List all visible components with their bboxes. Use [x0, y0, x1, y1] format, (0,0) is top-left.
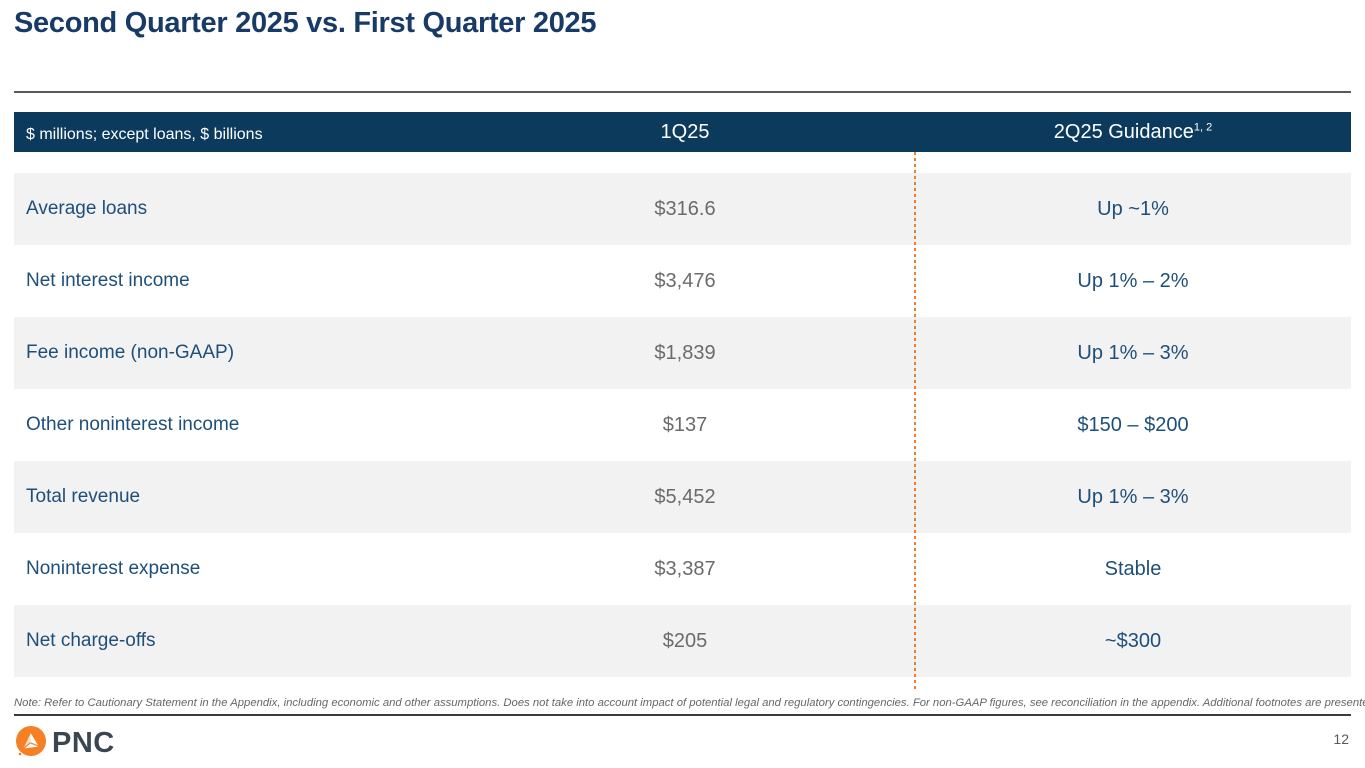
- footnote-text: Note: Refer to Cautionary Statement in t…: [14, 697, 1365, 709]
- row-guidance-value: Stable: [1104, 557, 1162, 580]
- row-guidance-value: Up ~1%: [1097, 197, 1169, 220]
- table-row-net-interest-income: Net interest income $3,476 Up 1% – 2%: [14, 245, 1351, 317]
- row-guidance-value: Up 1% – 3%: [1077, 341, 1189, 364]
- row-label: Average loans: [26, 198, 148, 219]
- table-header-2q25-guidance-text: 2Q25 Guidance: [1053, 120, 1194, 143]
- title-divider-line: [14, 91, 1351, 93]
- row-guidance-value: ~$300: [1104, 629, 1162, 652]
- row-1q25-value: $205: [662, 629, 708, 652]
- row-guidance-value: Up 1% – 3%: [1077, 485, 1189, 508]
- header-row-gap: [14, 152, 1351, 173]
- page-number: 12: [1333, 731, 1349, 747]
- guidance-table: $ millions; except loans, $ billions 1Q2…: [14, 112, 1351, 677]
- table-header-1q25: 1Q25: [660, 120, 710, 143]
- table-header-2q25-guidance: 2Q25 Guidance1, 2: [915, 121, 1351, 144]
- row-1q25-value: $316.6: [654, 197, 716, 220]
- row-1q25-value: $137: [662, 413, 708, 436]
- row-guidance-value: Up 1% – 2%: [1077, 269, 1189, 292]
- row-1q25-value: $1,839: [654, 341, 716, 364]
- table-row-fee-income: Fee income (non-GAAP) $1,839 Up 1% – 3%: [14, 317, 1351, 389]
- pnc-logo-icon: [15, 725, 47, 762]
- table-header-footnote-superscript: 1, 2: [1193, 120, 1213, 133]
- row-label: Net interest income: [26, 270, 190, 291]
- table-row-other-noninterest-income: Other noninterest income $137 $150 – $20…: [14, 389, 1351, 461]
- row-guidance-value: $150 – $200: [1077, 413, 1189, 436]
- table-row-average-loans: Average loans $316.6 Up ~1%: [14, 173, 1351, 245]
- row-label: Fee income (non-GAAP): [26, 342, 235, 363]
- table-row-noninterest-expense: Noninterest expense $3,387 Stable: [14, 533, 1351, 605]
- row-label: Other noninterest income: [26, 414, 240, 435]
- table-header-units-label: $ millions; except loans, $ billions: [26, 126, 263, 143]
- table-row-net-charge-offs: Net charge-offs $205 ~$300: [14, 605, 1351, 677]
- footer-divider-line: [14, 714, 1351, 716]
- orange-dashed-column-divider: [914, 152, 916, 690]
- slide-title: Second Quarter 2025 vs. First Quarter 20…: [14, 7, 597, 39]
- table-header-row: $ millions; except loans, $ billions 1Q2…: [14, 112, 1351, 152]
- row-1q25-value: $5,452: [654, 485, 716, 508]
- row-1q25-value: $3,387: [654, 557, 716, 580]
- row-1q25-value: $3,476: [654, 269, 716, 292]
- row-label: Net charge-offs: [26, 630, 156, 651]
- pnc-logo-text: PNC: [52, 727, 115, 759]
- row-label: Noninterest expense: [26, 558, 201, 579]
- table-row-total-revenue: Total revenue $5,452 Up 1% – 3%: [14, 461, 1351, 533]
- pnc-logo: PNC: [15, 725, 115, 762]
- row-label: Total revenue: [26, 486, 141, 507]
